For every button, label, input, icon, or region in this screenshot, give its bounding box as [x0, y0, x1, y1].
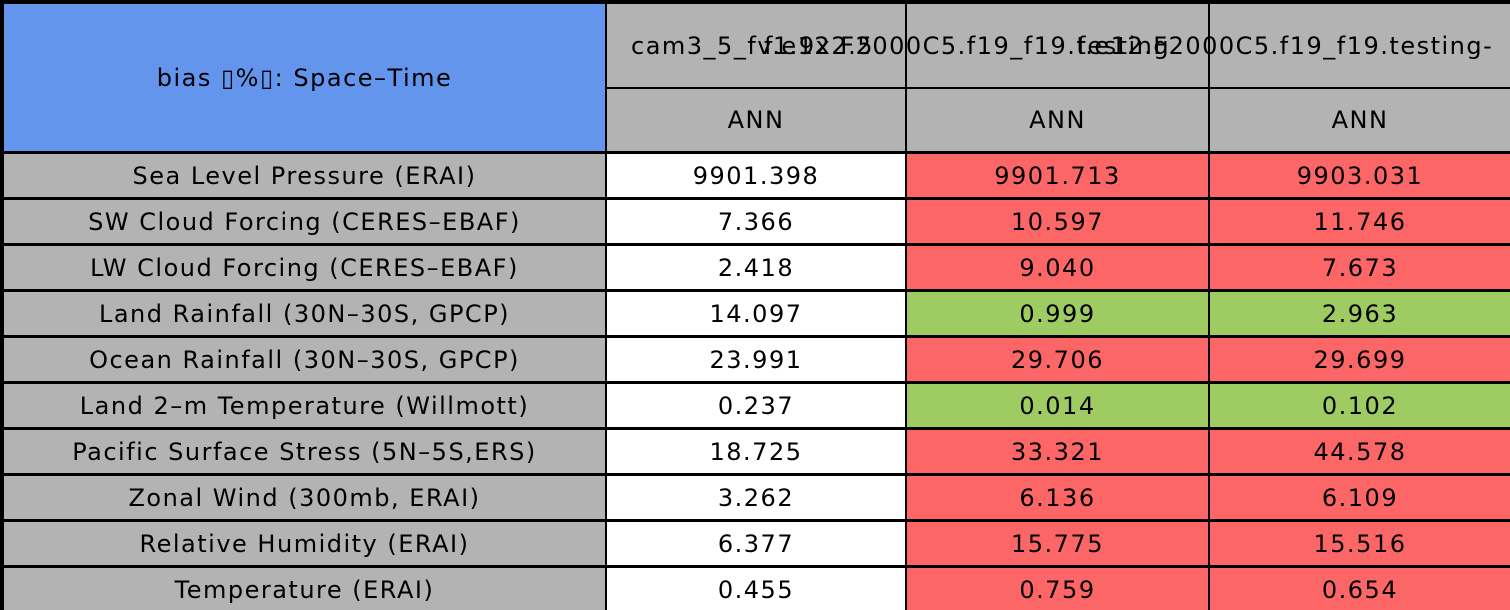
- table-row: Temperature (ERAI) 0.455 0.759 0.654: [1, 565, 1510, 610]
- value-cell-case-1: 0.455: [605, 565, 907, 610]
- value-cell-case-2: 29.706: [905, 335, 1210, 384]
- season-header-1: ANN: [605, 87, 907, 154]
- table-row: Sea Level Pressure (ERAI) 9901.398 9901.…: [1, 151, 1510, 200]
- value-cell-case-3: 7.673: [1208, 243, 1510, 292]
- column-header-case-1: cam3_5_fv1.9x2.5: [605, 1, 907, 89]
- table-row: LW Cloud Forcing (CERES–EBAF) 2.418 9.04…: [1, 243, 1510, 292]
- value-cell-case-1: 18.725: [605, 427, 907, 476]
- value-cell-case-2: 15.775: [905, 519, 1210, 568]
- value-cell-case-2: 9901.713: [905, 151, 1210, 200]
- table-row: Relative Humidity (ERAI) 6.377 15.775 15…: [1, 519, 1510, 568]
- value-cell-case-3: 11.746: [1208, 197, 1510, 246]
- row-label: Zonal Wind (300mb, ERAI): [1, 473, 607, 522]
- value-cell-case-1: 0.237: [605, 381, 907, 430]
- value-cell-case-1: 14.097: [605, 289, 907, 338]
- row-label: Land Rainfall (30N–30S, GPCP): [1, 289, 607, 338]
- value-cell-case-3: 44.578: [1208, 427, 1510, 476]
- value-cell-case-1: 6.377: [605, 519, 907, 568]
- value-cell-case-2: 33.321: [905, 427, 1210, 476]
- table-row: Zonal Wind (300mb, ERAI) 3.262 6.136 6.1…: [1, 473, 1510, 522]
- value-cell-case-2: 9.040: [905, 243, 1210, 292]
- row-label: Temperature (ERAI): [1, 565, 607, 610]
- table-row: Land 2–m Temperature (Willmott) 0.237 0.…: [1, 381, 1510, 430]
- row-label: Pacific Surface Stress (5N–5S,ERS): [1, 427, 607, 476]
- value-cell-case-2: 0.014: [905, 381, 1210, 430]
- value-cell-case-2: 10.597: [905, 197, 1210, 246]
- row-label: SW Cloud Forcing (CERES–EBAF): [1, 197, 607, 246]
- value-cell-case-1: 23.991: [605, 335, 907, 384]
- value-cell-case-3: 15.516: [1208, 519, 1510, 568]
- value-cell-case-1: 9901.398: [605, 151, 907, 200]
- case-header-row: bias ▯%▯: Space–Time cam3_5_fv1.9x2.5 f.…: [1, 1, 1510, 154]
- value-cell-case-3: 0.102: [1208, 381, 1510, 430]
- column-header-case-3: f.e12.F2000C5.f19_f19.testing-: [1077, 1, 1510, 89]
- row-label: Sea Level Pressure (ERAI): [1, 151, 607, 200]
- value-cell-case-1: 2.418: [605, 243, 907, 292]
- value-cell-case-3: 2.963: [1208, 289, 1510, 338]
- value-cell-case-3: 29.699: [1208, 335, 1510, 384]
- table-row: Ocean Rainfall (30N–30S, GPCP) 23.991 29…: [1, 335, 1510, 384]
- case-name-1: cam3_5_fv1.9x2.5: [631, 31, 875, 60]
- value-cell-case-2: 6.136: [905, 473, 1210, 522]
- row-label: LW Cloud Forcing (CERES–EBAF): [1, 243, 607, 292]
- table-title-text: bias ▯%▯: Space–Time: [156, 63, 453, 92]
- value-cell-case-2: 0.999: [905, 289, 1210, 338]
- value-cell-case-3: 0.654: [1208, 565, 1510, 610]
- metrics-rows: Sea Level Pressure (ERAI) 9901.398 9901.…: [1, 151, 1510, 610]
- season-header-row: ANN ANN ANN: [2, 87, 1510, 154]
- table-title: bias ▯%▯: Space–Time: [1, 1, 607, 154]
- column-header-case-2: f.e12.F2000C5.f19_f19.testing: [764, 1, 1210, 89]
- value-cell-case-1: 3.262: [605, 473, 907, 522]
- table-row: Land Rainfall (30N–30S, GPCP) 14.097 0.9…: [1, 289, 1510, 338]
- season-header-2: ANN: [905, 87, 1210, 154]
- row-label: Land 2–m Temperature (Willmott): [1, 381, 607, 430]
- table-row: SW Cloud Forcing (CERES–EBAF) 7.366 10.5…: [1, 197, 1510, 246]
- row-label: Ocean Rainfall (30N–30S, GPCP): [1, 335, 607, 384]
- value-cell-case-3: 6.109: [1208, 473, 1510, 522]
- value-cell-case-3: 9903.031: [1208, 151, 1510, 200]
- value-cell-case-1: 7.366: [605, 197, 907, 246]
- season-header-3: ANN: [1208, 87, 1510, 154]
- value-cell-case-2: 0.759: [905, 565, 1210, 610]
- row-label: Relative Humidity (ERAI): [1, 519, 607, 568]
- table-row: Pacific Surface Stress (5N–5S,ERS) 18.72…: [1, 427, 1510, 476]
